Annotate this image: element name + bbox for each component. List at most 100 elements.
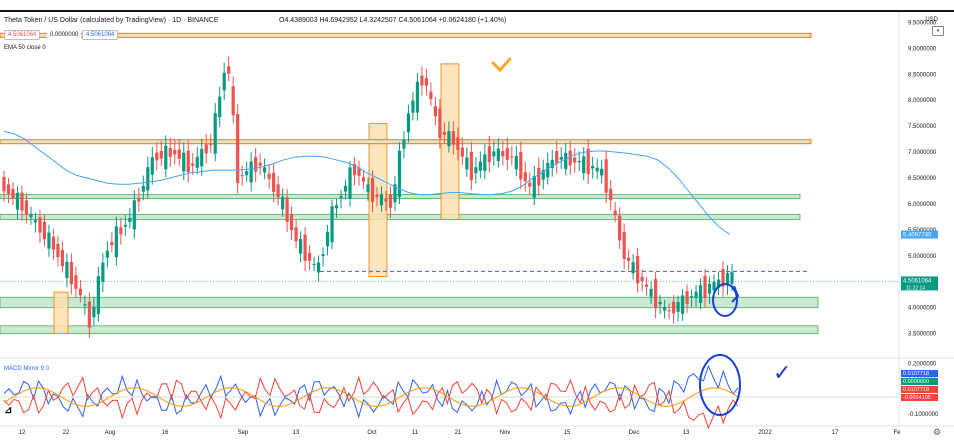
symbol-title[interactable]: Theta Token / US Dollar (calculated by T… [4,17,219,24]
candle-body [537,167,541,186]
macd-indicator-label[interactable]: MACD Mirror 9 0 [4,366,50,372]
candle-body [604,159,608,193]
candle-body [649,288,653,297]
candle-body [505,148,509,160]
candle-body [128,217,132,223]
ema-50-line [3,130,731,235]
macd-value-tag [901,386,938,393]
candle-body [420,75,424,86]
candle-body [591,166,595,169]
candle-body [361,177,366,182]
candle-body [712,281,716,291]
candle-body [348,167,352,199]
spread-value: 0.0000000 [47,31,82,39]
candle-body [613,210,617,216]
candle-body [325,231,330,247]
candle-body [496,148,500,162]
candle-body [658,301,662,305]
candle-body [397,150,402,197]
candle-body [78,288,82,296]
candle-body [456,137,460,150]
candle-body [47,232,51,249]
blue-arrow-annotation [731,285,740,303]
candle-body [433,106,438,117]
candle-body [514,156,518,170]
candle-body [123,224,127,227]
candle-body [316,262,321,273]
candle-body [231,86,235,116]
time-tick-label: 13 [293,430,300,436]
candle-body [33,220,38,223]
candle-body [528,182,532,187]
candle-body [92,306,96,318]
price-tick-label: 6.0000000 [908,202,937,208]
candle-body [546,162,550,178]
candle-body [645,284,649,287]
candle-body [150,157,154,175]
candle-body [357,167,361,176]
candle-body [168,147,172,157]
candle-body [582,156,586,174]
time-tick-label: 12 [19,430,26,436]
resistance-line [0,32,812,38]
candle-body [155,152,159,161]
candle-body [636,255,640,284]
candle-body [379,194,384,206]
candle-body [388,194,393,208]
ema-price-tag [901,230,938,239]
macd-tick-label: 0.2000000 [908,361,937,367]
candle-body [105,250,109,258]
candle-body [703,275,707,299]
candle-body [680,295,685,314]
price-tick-label: 9.5000000 [908,20,937,26]
candle-body [393,184,397,203]
candle-body [406,113,411,133]
candle-body [622,231,626,259]
support-zone [0,325,819,335]
candle-body [707,283,712,294]
blue-check-annotation: ✓ [773,361,791,386]
macd-value-tag [901,394,938,401]
drawn-annotations: ✓ [491,57,791,416]
candle-body [541,169,545,180]
time-tick-label: Fe [893,430,901,436]
candle-body [285,197,289,222]
candle-body [586,148,590,175]
candle-body [510,156,514,158]
ema-indicator-label[interactable]: EMA 50 close 0 [4,45,46,51]
price-tick-label: 8.5000000 [908,72,937,78]
candle-body [290,214,294,231]
candle-body [298,238,303,254]
buy-price[interactable]: 4.5061064 [82,30,119,40]
price-tick-label: 4.0000000 [908,306,937,312]
sell-price[interactable]: 4.5061064 [4,30,41,40]
currency-toggle-icon[interactable]: ▾ [932,26,944,36]
support-zone [0,213,801,220]
candle-body [532,176,536,198]
candle-body [424,78,429,86]
candle-body [469,151,473,181]
candle-body [83,304,87,306]
candle-body [307,252,312,261]
candle-body [447,131,451,147]
macd-tick-label: -0.1000000 [908,412,939,418]
price-tick-label: 3.5000000 [908,332,937,338]
candle-body [465,157,469,170]
candle-body [451,131,455,145]
candle-body [42,221,47,240]
candle-body [227,66,231,74]
support-zone [0,296,819,309]
candle-body [654,279,658,309]
candle-body [519,151,523,180]
candle-body [501,151,505,157]
settings-gear-icon[interactable]: ⚙ [933,428,941,438]
time-tick-label: 22 [63,430,70,436]
time-tick-label: Oct [367,430,377,436]
candle-body [366,184,370,193]
price-tick-label: 7.5000000 [908,124,937,130]
candle-body [65,261,69,279]
price-axis: 9.5000000 9.0000000 8.5000000 8.0000000 7.50… [901,20,938,338]
candle-body [321,254,325,257]
